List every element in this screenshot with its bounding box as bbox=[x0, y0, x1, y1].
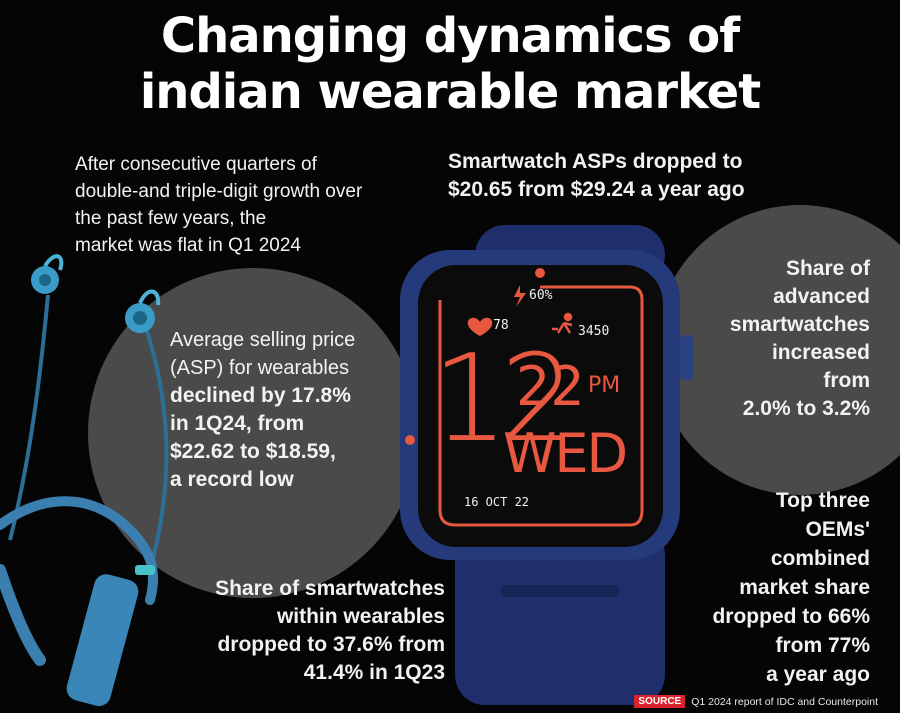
watch-battery: 60% bbox=[529, 288, 553, 303]
oem-share-line: market share bbox=[739, 576, 870, 599]
oem-share-line: OEMs' bbox=[805, 518, 870, 541]
oem-share-line: Top three bbox=[775, 489, 870, 512]
watch-date: 16 OCT 22 bbox=[464, 495, 530, 509]
control-module bbox=[66, 574, 139, 707]
asp-line: (ASP) for wearables bbox=[170, 357, 349, 379]
watch-ampm: PM bbox=[588, 373, 621, 398]
intro-line: double-and triple-digit growth over bbox=[75, 181, 363, 202]
run-icon bbox=[552, 312, 573, 334]
advanced-share-line: increased bbox=[771, 341, 870, 364]
smartwatch-asp-text: Smartwatch ASPs dropped to $20.65 from $… bbox=[448, 148, 745, 204]
source-badge: SOURCE bbox=[634, 695, 686, 708]
smartwatch-share-line: 41.4% in 1Q23 bbox=[303, 661, 445, 684]
watch-minute: 22 bbox=[516, 355, 585, 418]
asp-line: Average selling price bbox=[170, 329, 356, 351]
smartwatch-asp-line: Smartwatch ASPs dropped to bbox=[448, 150, 743, 173]
oem-share-line: dropped to 66% bbox=[712, 605, 870, 628]
watch-accent-frame bbox=[438, 285, 644, 527]
source-credit: SOURCE Q1 2024 report of IDC and Counter… bbox=[634, 695, 878, 708]
neckband-earphones-illustration bbox=[0, 254, 169, 707]
advanced-share-line: 2.0% to 3.2% bbox=[742, 397, 870, 420]
asp-line: declined by 17.8% bbox=[170, 384, 351, 407]
oem-share-text: Top three OEMs' combined market share dr… bbox=[712, 486, 870, 689]
source-text: Q1 2024 report of IDC and Counterpoint bbox=[691, 695, 878, 708]
watch-heart-rate: 78 bbox=[493, 318, 509, 333]
intro-text: After consecutive quarters of double-and… bbox=[75, 151, 362, 259]
intro-line: After consecutive quarters of bbox=[75, 154, 317, 175]
asp-line: in 1Q24, from bbox=[170, 412, 305, 435]
intro-line: the past few years, the bbox=[75, 208, 267, 229]
title-line-1: Changing dynamics of bbox=[160, 8, 740, 64]
oem-share-line: combined bbox=[770, 547, 870, 570]
watch-hour: 12 bbox=[432, 330, 577, 469]
advanced-share-line: advanced bbox=[773, 285, 870, 308]
asp-line: $22.62 to $18.59, bbox=[170, 440, 336, 463]
oem-share-line: a year ago bbox=[766, 663, 870, 686]
title-line-2: indian wearable market bbox=[139, 64, 761, 120]
watch-day: WED bbox=[503, 422, 628, 485]
oem-share-line: from 77% bbox=[775, 634, 870, 657]
advanced-share-text: Share of advanced smartwatches increased… bbox=[730, 255, 870, 423]
smartwatch-share-text: Share of smartwatches within wearables d… bbox=[145, 575, 445, 687]
smartwatch-share-line: Share of smartwatches bbox=[215, 577, 445, 600]
smartwatch-asp-line: $20.65 from $29.24 a year ago bbox=[448, 178, 745, 201]
smartwatch-share-line: dropped to 37.6% from bbox=[217, 633, 445, 656]
neckband-lower bbox=[0, 564, 46, 666]
page-title: Changing dynamics of indian wearable mar… bbox=[0, 8, 900, 120]
smartwatch-share-line: within wearables bbox=[276, 605, 445, 628]
advanced-share-line: Share of bbox=[785, 257, 870, 280]
advanced-share-line: smartwatches bbox=[729, 313, 870, 336]
watch-strap-bottom bbox=[455, 525, 665, 705]
asp-line: a record low bbox=[170, 468, 294, 491]
asp-wearables-text: Average selling price (ASP) for wearable… bbox=[170, 326, 355, 494]
watch-steps: 3450 bbox=[578, 324, 610, 339]
advanced-share-circle bbox=[655, 205, 900, 495]
intro-line: market was flat in Q1 2024 bbox=[75, 235, 301, 256]
advanced-share-line: from bbox=[823, 369, 870, 392]
battery-bolt-icon bbox=[514, 285, 526, 307]
smartwatch-illustration bbox=[400, 225, 694, 705]
heart-icon bbox=[467, 317, 493, 336]
earphone-right-cable bbox=[143, 324, 169, 571]
